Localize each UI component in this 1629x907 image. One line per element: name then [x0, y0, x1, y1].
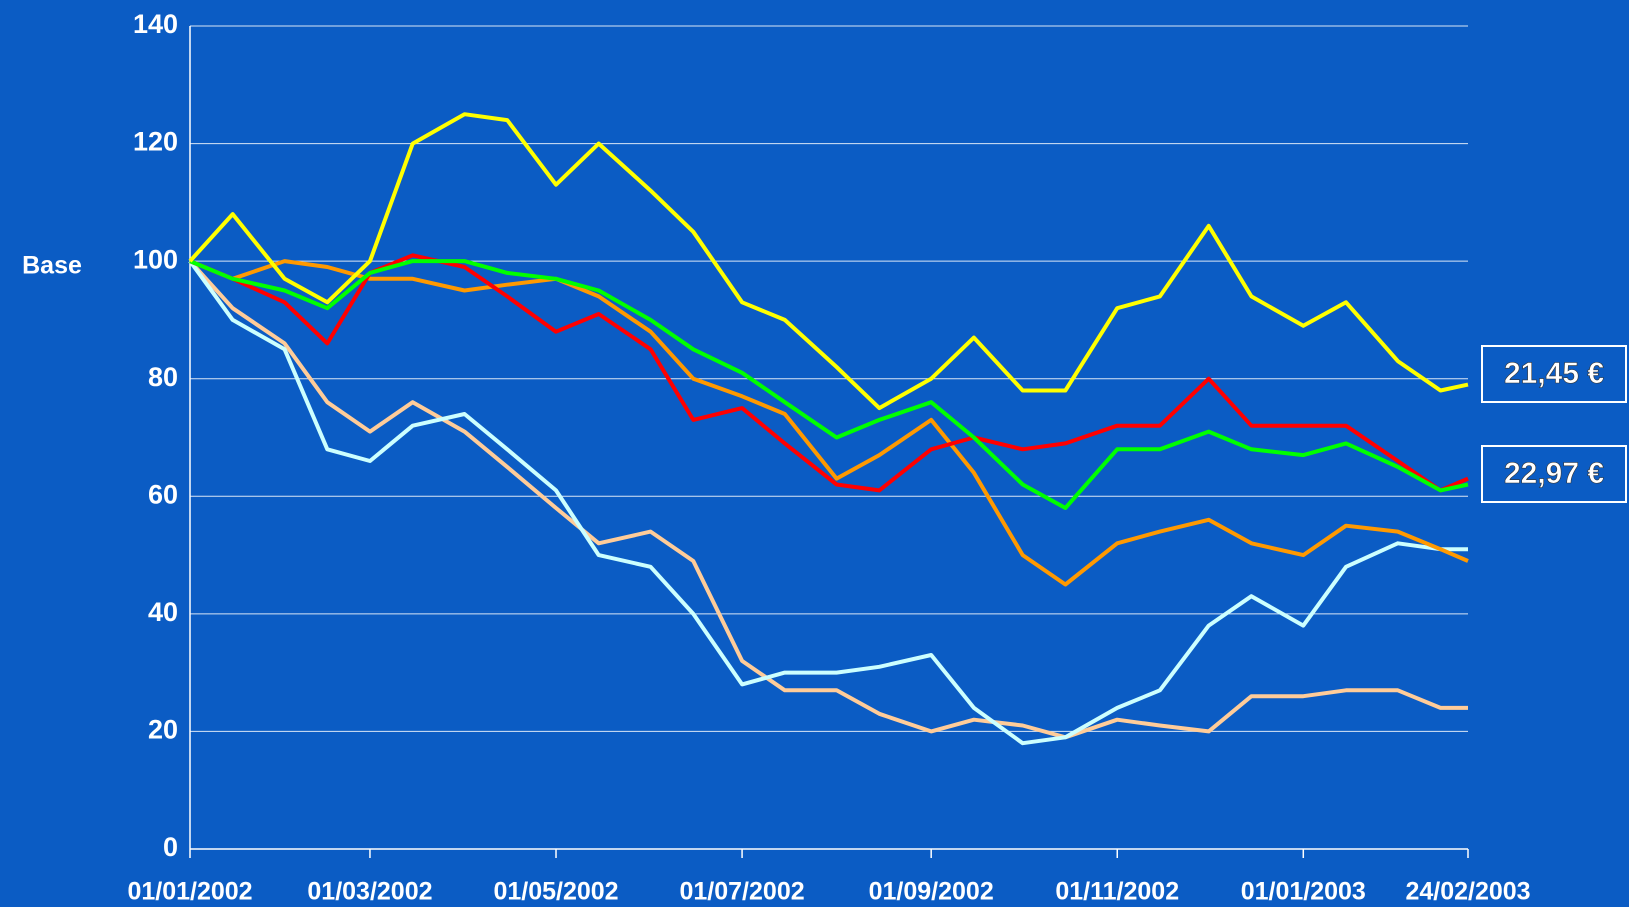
annotation: 22,97 €	[1504, 457, 1604, 490]
y-tick-label: 100	[133, 244, 178, 274]
y-tick-label: 20	[148, 715, 178, 745]
x-tick-label: 01/07/2002	[680, 878, 805, 906]
x-tick-label: 01/03/2002	[307, 878, 432, 906]
y-tick-label: 60	[148, 479, 178, 509]
series-line	[188, 259, 1468, 740]
annotation: 21,45 €	[1504, 357, 1604, 390]
series-line	[189, 259, 1469, 510]
x-tick-label: 01/11/2002	[1055, 878, 1179, 906]
x-tick-label: 24/02/2003	[1405, 878, 1530, 906]
y-tick-label: 40	[148, 597, 178, 627]
series-line	[188, 259, 1468, 746]
y-tick-label: 140	[133, 9, 178, 39]
x-tick-label: 01/05/2002	[493, 878, 618, 906]
series-line	[188, 112, 1469, 411]
x-tick-label: 01/01/2003	[1241, 878, 1366, 906]
series-line	[189, 259, 1469, 587]
x-tick-label: 01/09/2002	[869, 878, 994, 906]
y-tick-label: 80	[148, 362, 178, 392]
annotation-box	[1481, 345, 1627, 403]
y-tick-label: 0	[163, 832, 178, 862]
series-line	[189, 253, 1469, 493]
x-tick-label: 01/01/2002	[127, 878, 252, 906]
annotation-box	[1481, 445, 1627, 503]
y-axis-label: Base	[22, 252, 82, 280]
y-tick-label: 120	[133, 127, 178, 157]
